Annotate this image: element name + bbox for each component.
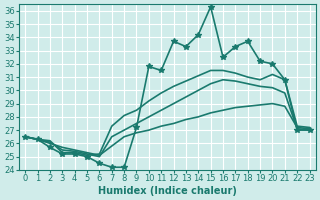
X-axis label: Humidex (Indice chaleur): Humidex (Indice chaleur) xyxy=(98,186,237,196)
